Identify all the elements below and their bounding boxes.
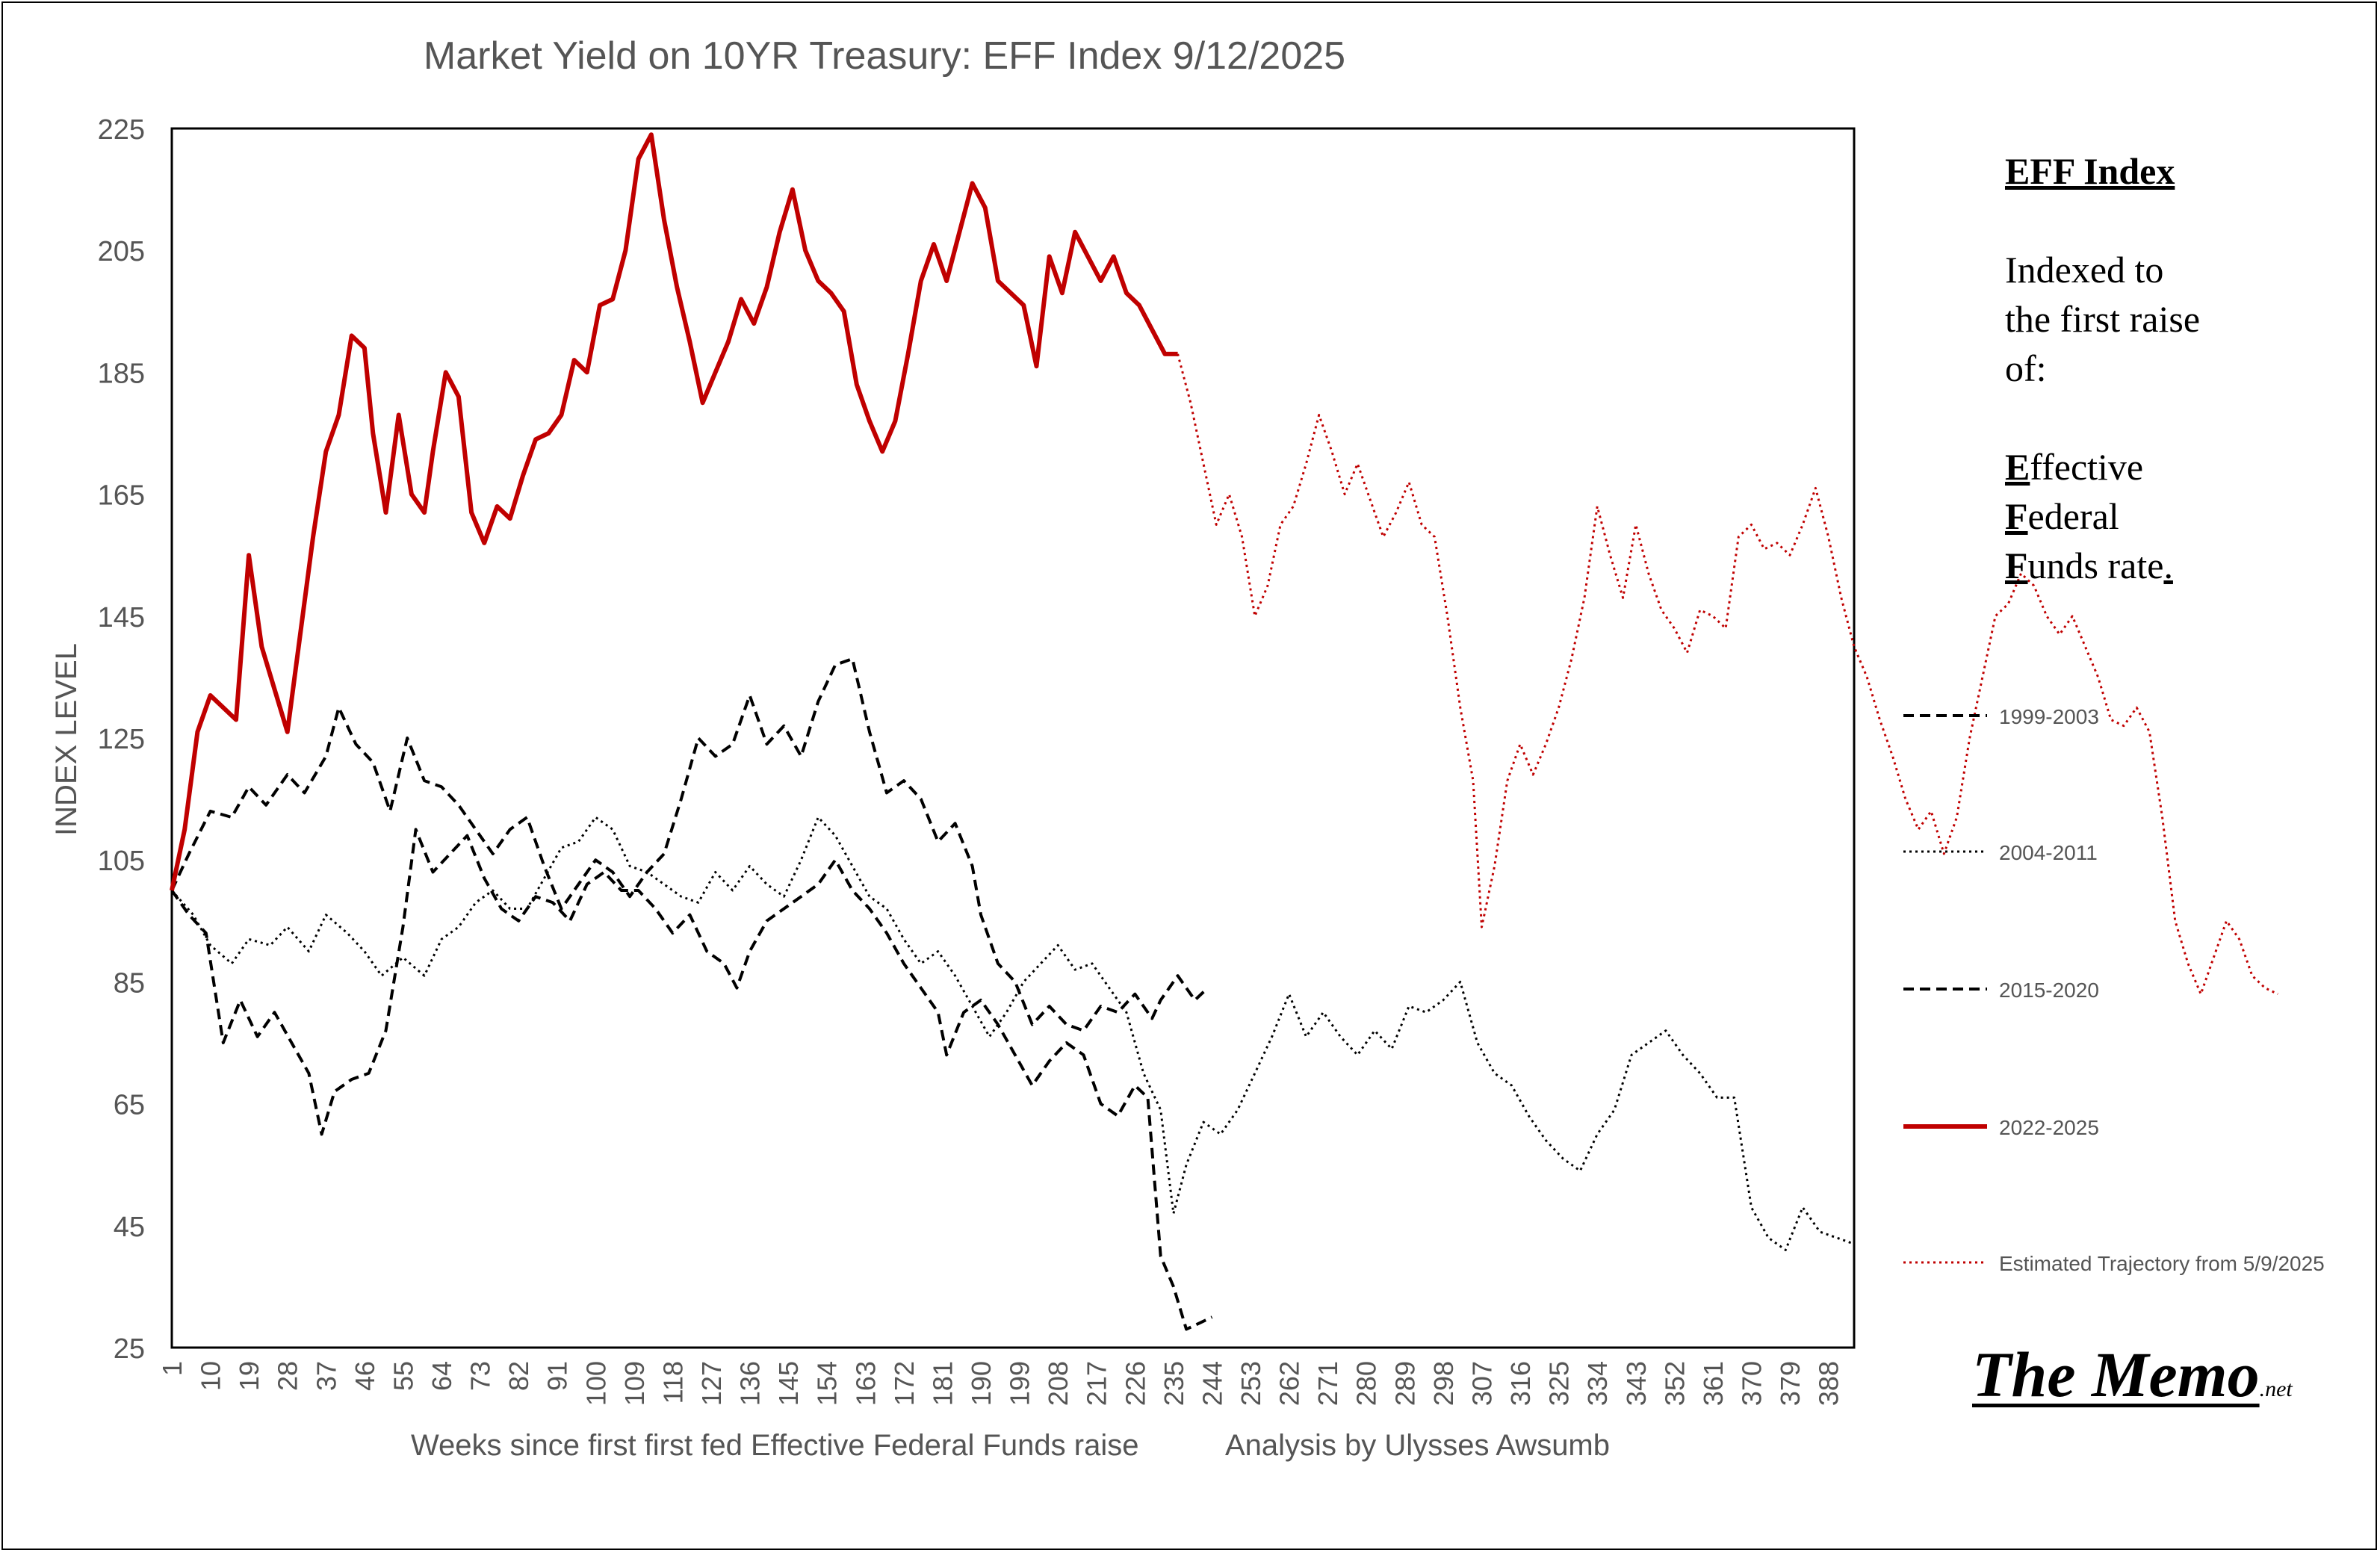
plot-area-border [170,127,1856,1349]
side-panel-title: EFF Index [2005,150,2175,192]
the-memo-logo: The Memo.net [1972,1339,2293,1410]
x-tick-label: 127 [696,1361,727,1406]
x-tick-label: 154 [812,1361,843,1406]
series-layer [170,132,2278,1331]
legend-label: 2015-2020 [1999,979,2099,1002]
x-tick-label: 199 [1005,1361,1035,1406]
x-tick-label: 271 [1313,1361,1343,1406]
x-tick-label: 136 [735,1361,766,1406]
x-tick-label: 307 [1466,1361,1497,1406]
side-federal: Federal [2005,495,2119,537]
x-tick-label: 82 [503,1361,534,1391]
x-tick-label: 172 [889,1361,920,1406]
x-tick-label: 370 [1736,1361,1767,1406]
x-tick-label: 325 [1544,1361,1575,1406]
x-tick-label: 289 [1389,1361,1420,1406]
x-tick-label: 352 [1659,1361,1690,1406]
y-tick-label: 225 [98,114,145,146]
y-tick-label: 25 [114,1333,145,1365]
x-tick-label: 28 [273,1361,303,1391]
x-tick-label: 262 [1274,1361,1305,1406]
x-tick-label: 334 [1582,1361,1613,1406]
y-tick-label: 185 [98,358,145,389]
credit-label: Analysis by Ulysses Awsumb [1225,1429,1610,1462]
x-axis-ticks: 1 10 19 28 37 46 55 64 73 82 91 100 109 118 127 136 145 1… [157,1361,1844,1406]
x-tick-label: 298 [1428,1361,1459,1406]
x-axis-label: Weeks since first first fed Effective Fe… [411,1429,1138,1462]
x-tick-label: 235 [1159,1361,1189,1406]
legend-label: 1999-2003 [1999,705,2099,728]
y-tick-label: 45 [114,1212,145,1243]
x-tick-label: 361 [1698,1361,1729,1406]
legend-label: Estimated Trajectory from 5/9/2025 [1999,1252,2325,1275]
y-tick-label: 105 [98,846,145,877]
side-line-2: the first raise [2005,298,2201,340]
x-tick-label: 73 [465,1361,496,1391]
y-tick-label: 165 [98,480,145,512]
y-tick-label: 85 [114,967,145,999]
side-effective: Effective [2005,446,2144,488]
x-tick-label: 163 [850,1361,881,1406]
x-tick-label: 1 [157,1361,188,1376]
y-tick-label: 205 [98,236,145,267]
series-line-2022-2025 [170,132,1178,891]
legend: 1999-2003 2004-2011 2015-2020 2022-2025 Esti… [1903,705,2325,1275]
side-panel-description: Indexed to the first raise of: Effective… [2005,245,2319,590]
side-line-1: Indexed to [2005,249,2164,291]
x-tick-label: 181 [927,1361,958,1406]
x-tick-label: 217 [1082,1361,1112,1406]
x-tick-label: 244 [1197,1361,1227,1406]
x-tick-label: 37 [311,1361,341,1391]
y-tick-label: 125 [98,724,145,755]
legend-label: 2022-2025 [1999,1116,2099,1139]
x-tick-label: 145 [773,1361,804,1406]
side-funds-rate: Funds rate. [2005,545,2173,586]
x-tick-label: 280 [1351,1361,1382,1406]
x-tick-label: 388 [1814,1361,1844,1406]
side-line-3: of: [2005,347,2047,389]
y-axis-ticks: 25 45 65 85 105 125 145 165 185 205 225 [98,114,145,1365]
x-tick-label: 100 [580,1361,611,1406]
x-tick-label: 10 [196,1361,226,1391]
x-tick-label: 379 [1775,1361,1806,1406]
x-tick-label: 91 [542,1361,573,1391]
x-tick-label: 343 [1621,1361,1652,1406]
y-axis-label: INDEX LEVEL [50,643,83,836]
x-tick-label: 253 [1236,1361,1266,1406]
y-tick-label: 65 [114,1090,145,1121]
x-tick-label: 109 [619,1361,650,1406]
x-tick-label: 118 [657,1361,688,1404]
series-line-1999-2003 [170,657,1209,1032]
legend-label: 2004-2011 [1999,841,2098,864]
x-tick-label: 46 [350,1361,380,1391]
series-line-2015-2020 [170,828,1213,1331]
x-tick-label: 19 [234,1361,264,1391]
chart-title: Market Yield on 10YR Treasury: EFF Index… [424,34,1345,78]
x-tick-label: 64 [427,1361,457,1391]
x-tick-label: 226 [1120,1361,1150,1406]
x-tick-label: 190 [966,1361,997,1406]
x-tick-label: 208 [1043,1361,1073,1406]
y-tick-label: 145 [98,602,145,633]
x-tick-label: 316 [1505,1361,1536,1406]
series-line-2004-2011 [170,816,1855,1251]
x-tick-label: 55 [388,1361,418,1391]
